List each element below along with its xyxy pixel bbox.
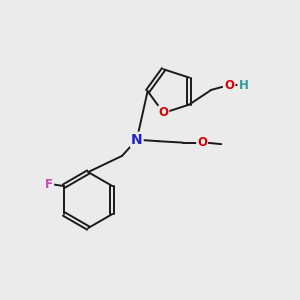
Text: F: F: [45, 178, 53, 191]
Text: H: H: [238, 79, 248, 92]
Text: O: O: [224, 79, 235, 92]
Text: N: N: [131, 133, 142, 147]
Text: O: O: [197, 136, 207, 149]
Text: O: O: [158, 106, 169, 119]
